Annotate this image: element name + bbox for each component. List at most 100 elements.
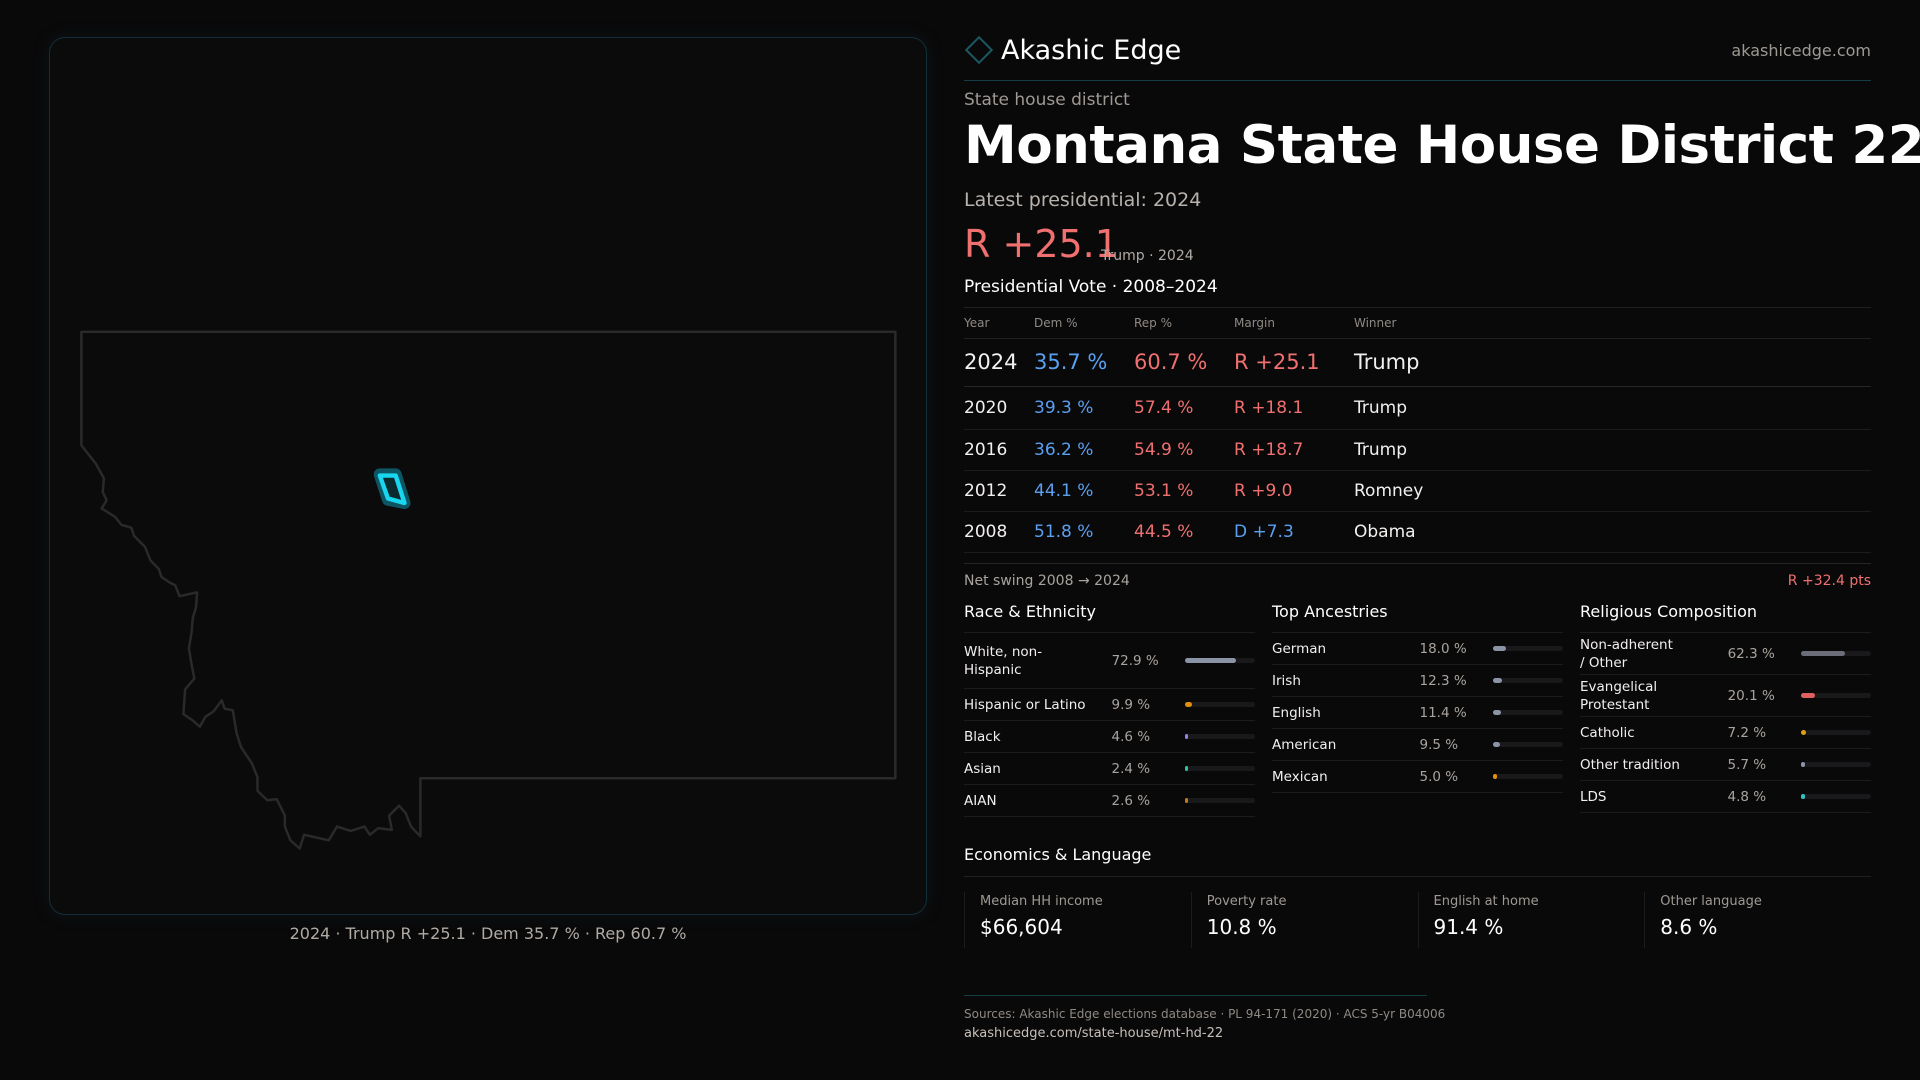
religion-title: Religious Composition — [1580, 602, 1758, 621]
net-swing-label: Net swing 2008 → 2024 — [964, 573, 1130, 589]
religion-list: Non-adherent / Other 62.3 % Evangelical Pr… — [1580, 632, 1872, 813]
stat-row: AIAN 2.6 % — [964, 785, 1256, 817]
latest-presidential: Latest presidential: 2024 — [964, 189, 1202, 211]
stat-bar — [1185, 798, 1256, 803]
stat-label: Evangelical Protestant — [1580, 678, 1658, 713]
stat-value: 9.5 % — [1419, 736, 1459, 753]
stat-label: AIAN — [964, 792, 997, 809]
stat-value: 7.2 % — [1727, 724, 1767, 741]
stat-bar — [1801, 762, 1872, 767]
stat-bar — [1185, 766, 1256, 771]
stat-value: 5.0 % — [1419, 768, 1459, 785]
dem-cell: 35.7 % — [1034, 350, 1108, 374]
col-dem: Dem % — [1034, 316, 1078, 330]
stat-bar-fill — [1185, 798, 1189, 803]
stat-label: Asian — [964, 760, 1001, 777]
dem-cell: 39.3 % — [1034, 398, 1094, 418]
stat-value: 5.7 % — [1727, 756, 1767, 773]
stat-bar — [1185, 658, 1255, 663]
info-panel: Akashic Edge akashicedge.com State house… — [964, 0, 1920, 1080]
logo-diamond-icon — [964, 35, 994, 65]
stat-row: German 18.0 % — [1272, 633, 1564, 665]
stat-bar — [1801, 693, 1871, 698]
economics-cards: Median HH income $66,604 Poverty rate 10.8… — [964, 892, 1871, 948]
rep-cell: 54.9 % — [1134, 440, 1194, 460]
ancestry-title: Top Ancestries — [1272, 602, 1388, 621]
econ-value: 10.8 % — [1206, 915, 1277, 939]
stat-value: 11.4 % — [1419, 704, 1467, 721]
stat-row: Asian 2.4 % — [964, 753, 1256, 785]
district-highlight[interactable] — [377, 473, 407, 506]
stat-bar-fill — [1801, 651, 1845, 656]
net-swing-value: R +32.4 pts — [1787, 573, 1871, 589]
stat-bar — [1185, 734, 1256, 739]
winner-cell: Obama — [1354, 522, 1416, 542]
divider — [964, 563, 1871, 564]
margin-cell: D +7.3 — [1234, 522, 1294, 542]
economics-title: Economics & Language — [964, 845, 1152, 864]
stat-label: White, non-Hispanic — [964, 643, 1043, 678]
stat-value: 2.4 % — [1111, 760, 1151, 777]
stat-bar — [1493, 742, 1564, 747]
stat-label: Black — [964, 728, 1001, 745]
brand-name[interactable]: Akashic Edge — [1001, 34, 1182, 66]
col-margin: Margin — [1234, 316, 1275, 330]
page-url-link[interactable]: akashicedge.com/state-house/mt-hd-22 — [964, 1026, 1224, 1041]
stat-label: Mexican — [1272, 768, 1328, 785]
stat-bar-fill — [1185, 702, 1193, 707]
stat-label: English — [1272, 704, 1321, 721]
stat-row: Hispanic or Latino 9.9 % — [964, 689, 1256, 721]
vote-row: 2020 39.3 % 57.4 % R +18.1 Trump — [964, 387, 1871, 430]
vote-table-header: Year Dem % Rep % Margin Winner — [964, 312, 1871, 334]
stat-row: Mexican 5.0 % — [1272, 761, 1564, 793]
year-cell: 2008 — [964, 522, 1008, 542]
site-link[interactable]: akashicedge.com — [1731, 40, 1871, 60]
econ-card-english: English at home 91.4 % — [1417, 892, 1645, 948]
stat-bar — [1185, 702, 1256, 707]
stat-value: 4.6 % — [1111, 728, 1151, 745]
stat-bar — [1493, 646, 1564, 651]
stat-bar-fill — [1185, 658, 1237, 663]
divider — [964, 995, 1427, 996]
stat-bar — [1801, 794, 1872, 799]
dem-cell: 36.2 % — [1034, 440, 1094, 460]
stat-bar — [1493, 678, 1564, 683]
col-rep: Rep % — [1134, 316, 1173, 330]
stat-label: Non-adherent / Other — [1580, 636, 1673, 671]
page-title: Montana State House District 22 — [964, 115, 1920, 176]
divider — [964, 338, 1871, 339]
econ-label: English at home — [1433, 894, 1539, 909]
stat-row: Non-adherent / Other 62.3 % — [1580, 633, 1871, 675]
col-winner: Winner — [1354, 316, 1397, 330]
margin-cell: R +25.1 — [1234, 350, 1320, 374]
stat-label: LDS — [1580, 788, 1607, 805]
stat-value: 9.9 % — [1111, 696, 1151, 713]
stat-bar-fill — [1801, 762, 1806, 767]
sources: Sources: Akashic Edge elections database… — [964, 1007, 1446, 1021]
dem-cell: 51.8 % — [1034, 522, 1094, 542]
stat-row: Irish 12.3 % — [1272, 665, 1564, 697]
stat-bar-fill — [1493, 742, 1500, 747]
econ-value: 8.6 % — [1660, 915, 1718, 939]
stat-value: 4.8 % — [1727, 788, 1767, 805]
divider — [964, 80, 1871, 81]
rep-cell: 60.7 % — [1134, 350, 1208, 374]
district-kind: State house district — [964, 90, 1130, 110]
year-cell: 2012 — [964, 481, 1008, 501]
vote-row: 2016 36.2 % 54.9 % R +18.7 Trump — [964, 430, 1871, 471]
stat-label: Hispanic or Latino — [964, 696, 1086, 713]
stat-bar-fill — [1493, 710, 1502, 715]
stat-bar-fill — [1185, 766, 1189, 771]
stat-value: 62.3 % — [1727, 645, 1775, 662]
dem-cell: 44.1 % — [1034, 481, 1094, 501]
race-list: White, non-Hispanic 72.9 % Hispanic or Lat… — [964, 632, 1256, 817]
stat-row: Black 4.6 % — [964, 721, 1256, 753]
stat-label: Catholic — [1580, 724, 1635, 741]
margin-cell: R +18.1 — [1234, 398, 1304, 418]
map-panel[interactable] — [49, 37, 927, 915]
winner-cell: Trump — [1354, 440, 1408, 460]
econ-label: Other language — [1660, 894, 1762, 909]
header: Akashic Edge akashicedge.com — [964, 30, 1871, 70]
stat-label: German — [1272, 640, 1327, 657]
